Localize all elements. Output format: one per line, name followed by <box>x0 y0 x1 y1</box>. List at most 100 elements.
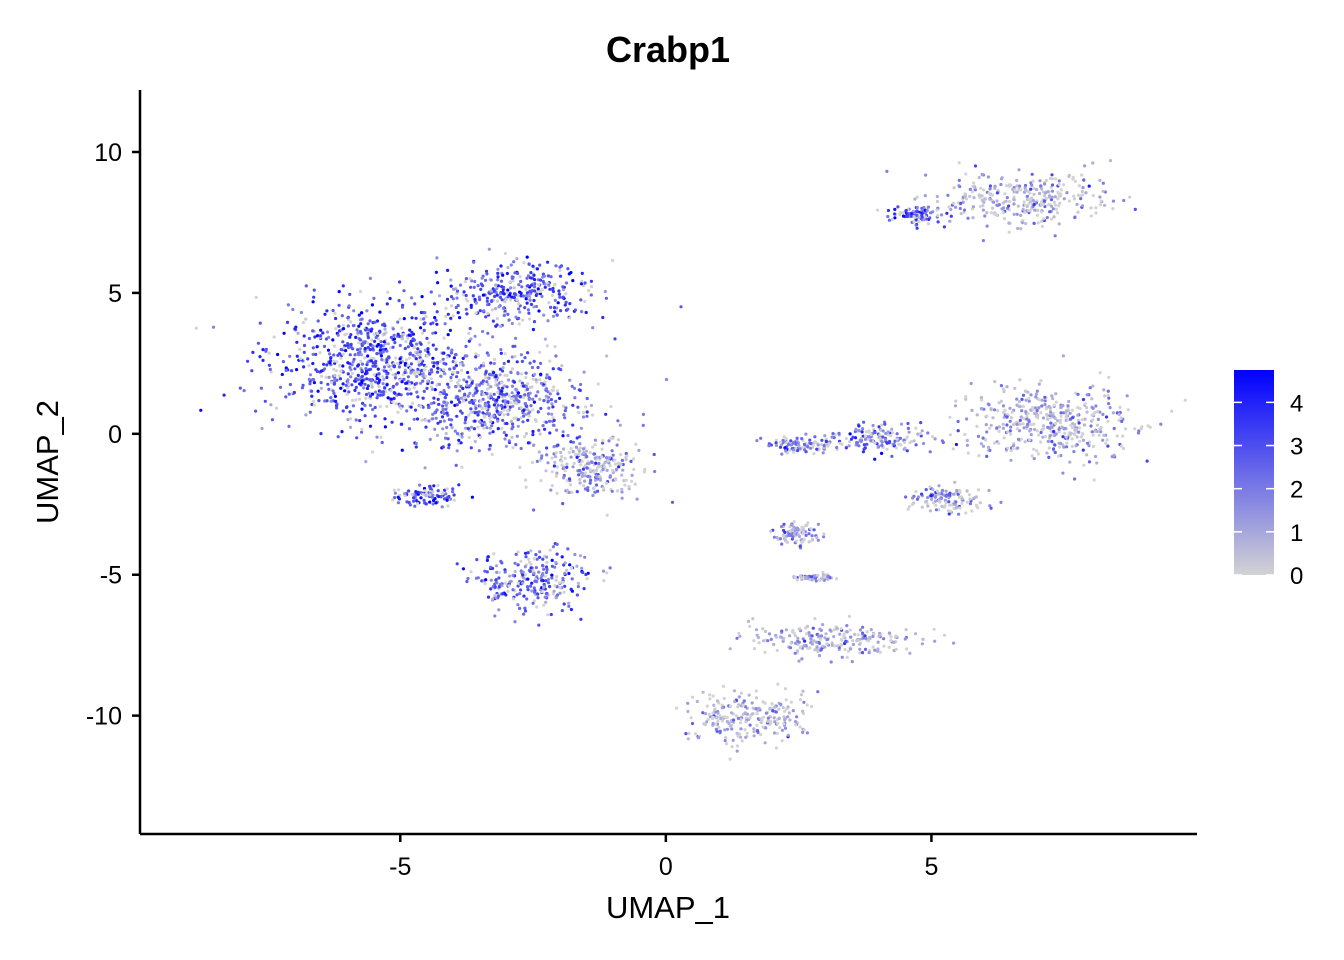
cell-point <box>728 704 733 708</box>
cell-point <box>620 487 624 491</box>
cell-point <box>1080 418 1084 422</box>
cell-point <box>1076 210 1080 214</box>
cell-point <box>584 405 588 409</box>
cell-point <box>396 320 400 324</box>
cell-point <box>487 302 491 306</box>
cell-point <box>519 291 523 295</box>
cell-point <box>536 410 540 414</box>
cell-point <box>816 538 820 542</box>
cell-point <box>316 389 320 393</box>
cell-point <box>981 208 986 212</box>
cell-point <box>1092 412 1096 416</box>
cell-point <box>352 357 356 361</box>
cell-point <box>932 627 936 631</box>
cell-point <box>442 372 447 376</box>
cell-point <box>929 211 933 215</box>
cell-point <box>440 415 445 419</box>
cell-point <box>782 534 786 538</box>
cell-point <box>979 407 984 411</box>
cell-point <box>979 442 984 446</box>
cell-point <box>302 334 306 338</box>
cell-point <box>571 465 575 469</box>
cell-point <box>1037 398 1041 402</box>
cell-point <box>495 317 499 321</box>
cell-point <box>1009 449 1013 453</box>
cell-point <box>567 601 571 605</box>
cell-point <box>561 502 565 506</box>
cell-point <box>1091 161 1095 165</box>
cell-point <box>405 358 409 362</box>
cell-point <box>423 348 427 352</box>
cell-point <box>356 373 360 377</box>
cell-point <box>484 406 488 410</box>
cell-point <box>538 350 542 354</box>
cell-point <box>529 584 533 588</box>
cell-point <box>393 376 397 380</box>
cell-point <box>908 651 912 655</box>
cell-point <box>436 366 440 370</box>
cell-point <box>953 404 958 408</box>
cell-point <box>1013 386 1017 390</box>
cell-point <box>1088 386 1092 390</box>
cell-point <box>561 580 565 584</box>
cell-point <box>419 342 423 346</box>
cell-point <box>783 726 788 730</box>
cell-point <box>378 351 382 355</box>
cell-point <box>704 712 708 716</box>
cell-point <box>985 414 989 418</box>
cell-point <box>652 452 656 457</box>
cell-point <box>585 410 589 414</box>
cell-point <box>330 381 334 385</box>
cell-point <box>298 347 302 351</box>
cell-point <box>1034 201 1039 205</box>
cell-point <box>1133 207 1137 211</box>
cell-point <box>1063 431 1067 435</box>
cell-point <box>516 418 521 422</box>
cell-point <box>1083 417 1087 421</box>
cell-point <box>906 507 910 511</box>
cell-point <box>766 639 770 643</box>
cell-point <box>754 628 759 632</box>
cell-point <box>432 498 436 503</box>
cell-point <box>553 282 557 286</box>
cell-point <box>862 443 866 447</box>
cell-point <box>524 432 529 436</box>
cell-point <box>389 397 393 401</box>
cell-point <box>531 397 535 401</box>
cell-point <box>426 379 430 383</box>
cell-point <box>433 427 437 431</box>
cell-point <box>553 298 557 302</box>
cell-point <box>1039 430 1043 435</box>
cell-point <box>348 425 353 429</box>
cell-point <box>489 587 493 591</box>
cell-point <box>389 368 393 372</box>
cell-point <box>801 528 805 532</box>
cell-point <box>306 357 310 361</box>
cell-point <box>1009 416 1014 420</box>
cell-point <box>713 708 717 712</box>
cell-point <box>379 340 383 344</box>
cell-point <box>495 293 499 297</box>
cell-point <box>295 340 299 344</box>
cell-point <box>802 700 806 704</box>
cell-point <box>495 406 499 410</box>
cell-point <box>449 375 453 380</box>
cell-point <box>980 172 984 177</box>
cell-point <box>587 462 591 466</box>
cell-point <box>519 416 523 420</box>
cell-point <box>879 423 884 427</box>
cell-point <box>1119 416 1123 420</box>
cell-point <box>499 351 503 355</box>
cell-point <box>1047 446 1051 450</box>
cell-point <box>1040 224 1044 228</box>
cell-point <box>375 352 379 356</box>
cell-point <box>508 280 512 284</box>
cell-point <box>598 478 603 482</box>
cell-point <box>489 420 493 424</box>
cell-point <box>485 558 489 563</box>
cell-point <box>1059 418 1063 422</box>
cell-point <box>284 395 288 399</box>
cell-point <box>537 570 541 574</box>
cell-point <box>525 276 529 280</box>
cell-point <box>475 383 479 387</box>
